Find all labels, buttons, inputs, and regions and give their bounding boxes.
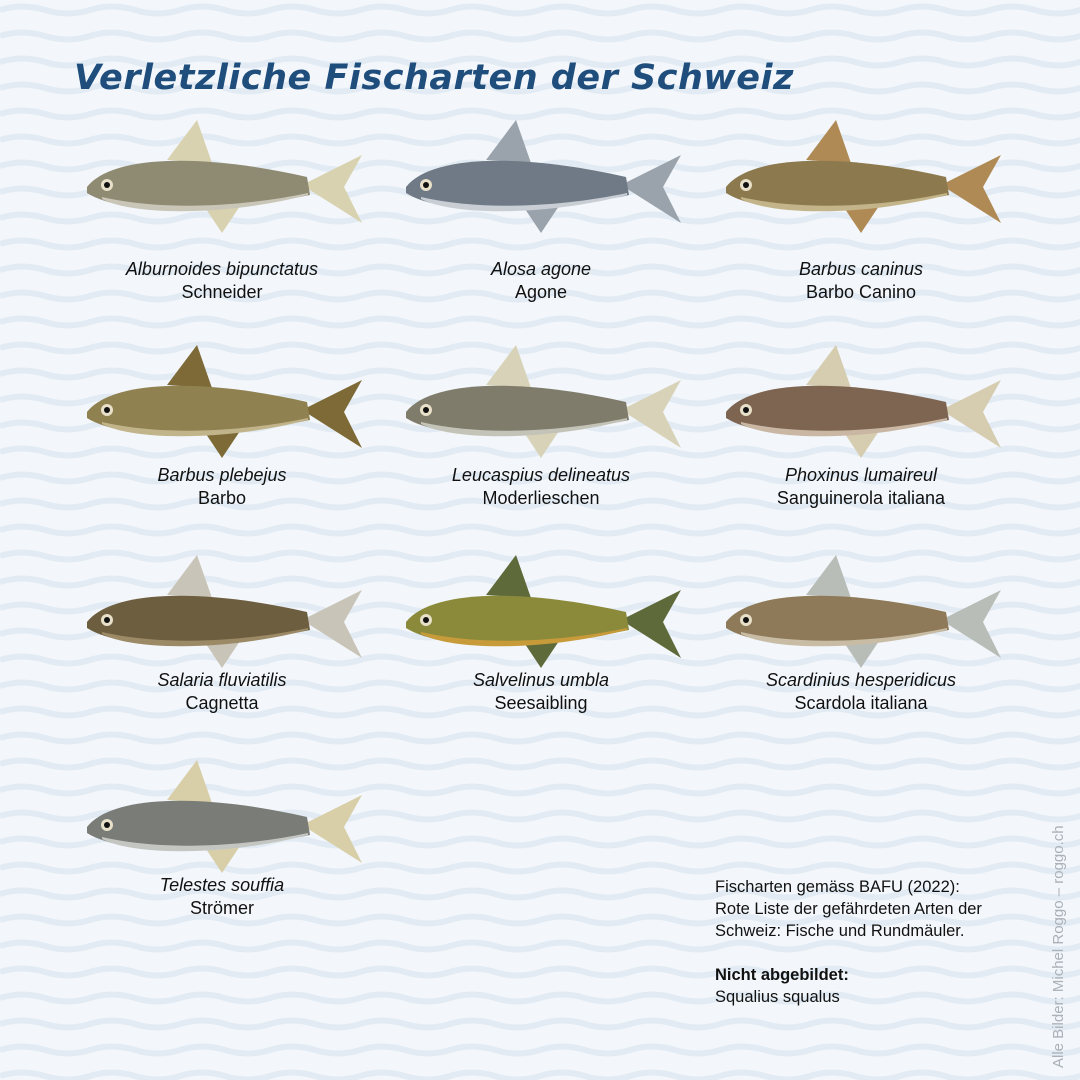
source-line: Rote Liste der gefährdeten Arten der (715, 900, 982, 918)
not-shown-label: Nicht abgebildet: (715, 966, 849, 984)
common-name: Agone (514, 282, 568, 302)
photo-credit: Alle Bilder: Michel Roggo – roggo.ch (1050, 825, 1067, 1068)
fish-image (87, 345, 362, 458)
fish-card: Barbus caninus Barbo Canino (701, 115, 1021, 304)
fish-card: Telestes souffia Strömer (62, 755, 382, 920)
source-note: Fischarten gemäss BAFU (2022): Rote List… (715, 876, 982, 1008)
common-name: Barbo Canino (805, 282, 917, 302)
common-name: Scardola italiana (794, 693, 928, 713)
fish-card: Barbus plebejus Barbo (62, 340, 382, 510)
fish-image (87, 120, 362, 233)
fish-image (726, 120, 1001, 233)
scientific-name: Leucaspius delineatus (451, 465, 631, 485)
scientific-name: Alburnoides bipunctatus (125, 259, 319, 279)
scientific-name: Salaria fluviatilis (157, 670, 287, 690)
fish-card: Alburnoides bipunctatus Schneider (62, 115, 382, 304)
fish-card: Leucaspius delineatus Moderlieschen (381, 340, 701, 510)
common-name: Seesaibling (494, 693, 588, 713)
fish-image (406, 555, 681, 668)
fish-card: Alosa agone Agone (381, 115, 701, 304)
fish-card: Salvelinus umbla Seesaibling (381, 550, 701, 715)
source-line: Fischarten gemäss BAFU (2022): (715, 878, 960, 896)
not-shown-species: Squalius squalus (715, 988, 840, 1006)
source-line: Schweiz: Fische und Rundmäuler. (715, 922, 965, 940)
scientific-name: Alosa agone (490, 259, 592, 279)
fish-image (726, 345, 1001, 458)
scientific-name: Scardinius hesperidicus (765, 670, 957, 690)
fish-image (87, 555, 362, 668)
common-name: Sanguinerola italiana (776, 488, 946, 508)
scientific-name: Barbus caninus (798, 259, 924, 279)
common-name: Barbo (197, 488, 247, 508)
fish-image (726, 555, 1001, 668)
scientific-name: Phoxinus lumaireul (784, 465, 938, 485)
common-name: Moderlieschen (482, 488, 600, 508)
common-name: Schneider (181, 282, 263, 302)
fish-image (406, 120, 681, 233)
fish-card: Scardinius hesperidicus Scardola italian… (701, 550, 1021, 715)
scientific-name: Barbus plebejus (157, 465, 287, 485)
fish-card: Salaria fluviatilis Cagnetta (62, 550, 382, 715)
scientific-name: Telestes souffia (159, 875, 285, 895)
fish-card: Phoxinus lumaireul Sanguinerola italiana (701, 340, 1021, 510)
fish-image (87, 760, 362, 873)
fish-image (406, 345, 681, 458)
common-name: Cagnetta (185, 693, 259, 713)
page-title: Verletzliche Fischarten der Schweiz (74, 58, 794, 98)
scientific-name: Salvelinus umbla (472, 670, 610, 690)
common-name: Strömer (189, 898, 254, 918)
